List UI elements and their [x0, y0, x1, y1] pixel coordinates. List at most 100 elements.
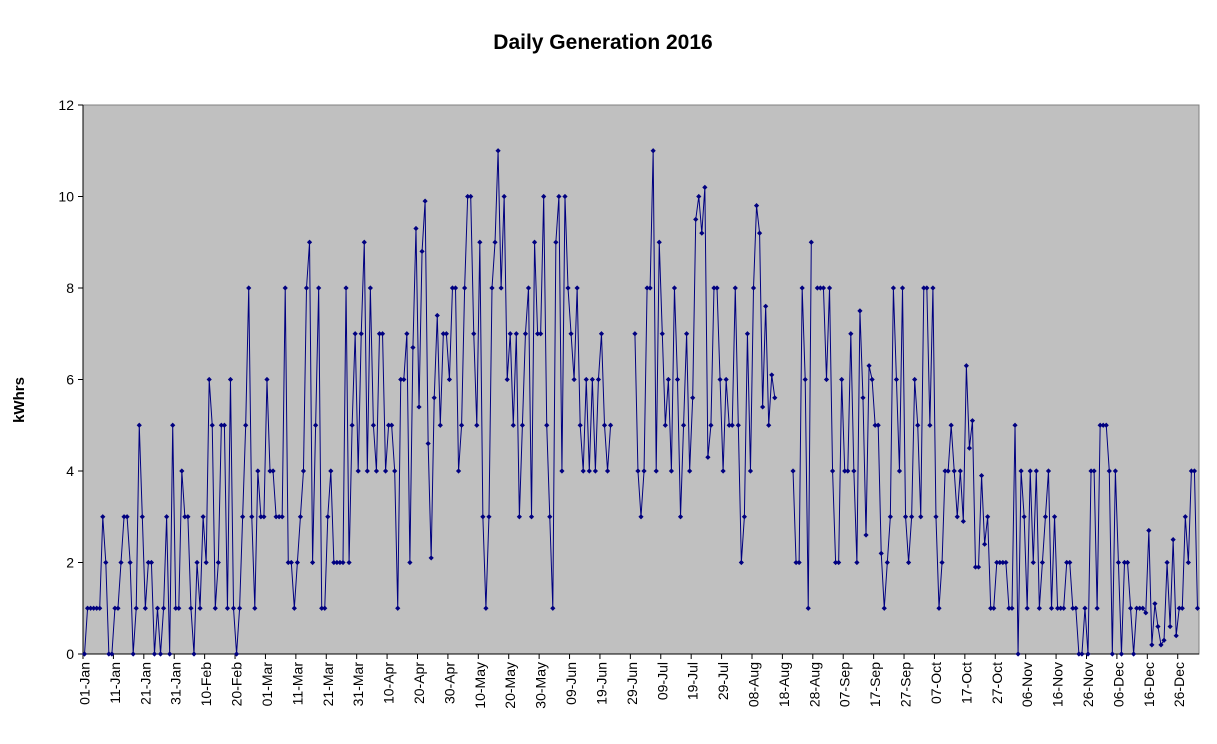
data-point	[139, 514, 145, 520]
data-point	[1179, 605, 1185, 611]
data-point	[693, 216, 699, 222]
data-point	[151, 651, 158, 657]
data-point	[1194, 605, 1201, 611]
data-point	[355, 468, 361, 474]
data-point	[945, 468, 951, 474]
x-tick-label: 07-Sep	[837, 662, 853, 707]
data-point	[513, 331, 519, 337]
data-point	[1048, 605, 1055, 611]
data-point	[829, 468, 836, 474]
data-point	[1134, 605, 1140, 611]
x-tick-label: 16-Nov	[1050, 662, 1066, 707]
data-point	[720, 468, 726, 474]
data-point	[799, 285, 805, 291]
data-point	[489, 285, 495, 291]
data-point	[419, 248, 425, 254]
x-tick-label: 08-Aug	[746, 662, 762, 707]
x-tick-label: 19-Jul	[685, 662, 701, 700]
data-point	[1131, 651, 1137, 657]
data-point	[519, 422, 526, 428]
data-point	[1091, 468, 1097, 474]
data-point	[960, 518, 966, 524]
data-point	[498, 285, 504, 291]
data-point	[544, 422, 550, 428]
data-point	[905, 559, 912, 566]
data-point	[848, 331, 854, 337]
data-point	[684, 331, 690, 337]
data-point	[379, 331, 386, 337]
data-point	[115, 605, 121, 611]
data-point	[361, 239, 367, 245]
data-point	[215, 559, 221, 566]
data-point	[750, 285, 757, 291]
x-tick-label: 10-Apr	[381, 662, 397, 704]
data-point	[440, 331, 446, 337]
data-point	[416, 404, 422, 410]
data-point	[154, 605, 161, 611]
data-point	[106, 651, 112, 657]
data-point	[1140, 605, 1146, 611]
data-point	[665, 376, 671, 383]
data-point	[468, 193, 474, 200]
data-point	[538, 331, 544, 337]
data-point	[1094, 605, 1100, 611]
data-point	[1121, 559, 1128, 566]
data-point	[288, 559, 294, 566]
data-point	[1067, 559, 1073, 566]
x-tick-label: 26-Nov	[1080, 662, 1096, 707]
data-point	[103, 559, 109, 566]
data-point	[422, 198, 428, 204]
data-point	[711, 285, 717, 291]
data-point	[148, 559, 155, 566]
data-point	[279, 514, 285, 520]
data-point	[1124, 559, 1131, 566]
data-point	[346, 559, 352, 566]
data-point	[869, 376, 875, 383]
data-point	[413, 225, 419, 232]
x-tick-label: 01-Jan	[77, 662, 93, 705]
data-point	[458, 422, 465, 428]
data-point	[197, 605, 203, 611]
data-point	[243, 422, 249, 428]
data-point	[769, 372, 775, 378]
data-point	[756, 230, 763, 236]
data-point	[854, 559, 860, 566]
data-point	[309, 559, 316, 566]
x-tick-label: 01-Mar	[259, 662, 275, 707]
data-point	[136, 422, 142, 428]
data-point	[890, 285, 896, 291]
data-point	[477, 239, 483, 245]
data-point	[842, 468, 848, 474]
x-tick-label: 20-Feb	[229, 662, 245, 707]
data-point	[410, 344, 416, 351]
data-point	[507, 331, 513, 337]
data-point	[586, 468, 592, 474]
data-point	[483, 605, 489, 611]
data-point	[145, 559, 151, 566]
data-point	[1191, 468, 1198, 474]
data-point	[367, 285, 373, 291]
x-tick-label: 10-Feb	[198, 662, 214, 707]
data-point	[1015, 651, 1021, 657]
data-point	[1173, 633, 1179, 639]
data-point	[595, 376, 602, 383]
x-axis: 01-Jan 11-Jan 21-Jan 31-Jan 10-Feb 20-Feb 01-M…	[77, 653, 1199, 709]
data-point	[562, 193, 568, 200]
data-point	[392, 468, 398, 474]
data-point	[954, 514, 960, 520]
data-point	[291, 605, 297, 611]
data-point	[541, 193, 547, 200]
data-point	[991, 605, 997, 611]
data-point	[790, 468, 796, 474]
x-tick-label: 30-Apr	[441, 662, 457, 704]
x-tick-label: 27-Oct	[989, 662, 1005, 704]
data-point	[924, 285, 930, 291]
data-point	[635, 468, 641, 474]
data-point	[1127, 605, 1134, 611]
x-tick-label: 27-Sep	[898, 662, 914, 707]
data-point	[501, 193, 507, 200]
data-point	[373, 468, 380, 474]
data-point	[328, 468, 334, 474]
data-point	[1003, 559, 1009, 566]
data-point	[81, 651, 88, 657]
